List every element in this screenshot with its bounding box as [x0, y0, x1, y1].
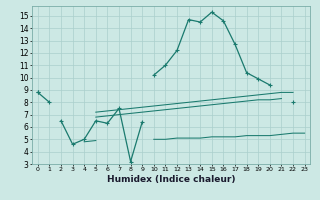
X-axis label: Humidex (Indice chaleur): Humidex (Indice chaleur) — [107, 175, 236, 184]
